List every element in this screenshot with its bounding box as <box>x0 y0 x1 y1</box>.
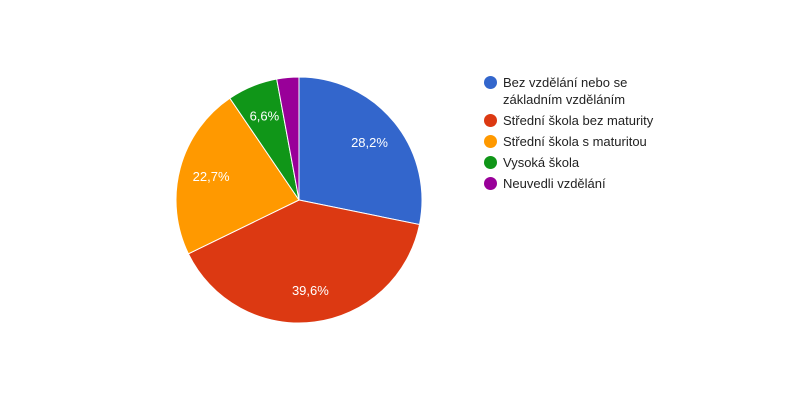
pie-slice-bez-vzdelani-nebo-se-zakladnim-vzdelanim[interactable] <box>298 76 423 226</box>
legend-item-bez-vzdelani-nebo-se-zakladnim-vzdelanim[interactable]: Bez vzdělání nebo se základním vzděláním <box>484 74 784 108</box>
pie-slice-stredni-skola-s-maturitou[interactable] <box>175 97 300 255</box>
legend-marker-icon <box>484 177 497 190</box>
legend-marker-icon <box>484 114 497 127</box>
pie-slices <box>175 76 423 324</box>
legend-item-vysoka-skola[interactable]: Vysoká škola <box>484 154 784 171</box>
chart-legend: Bez vzdělání nebo se základním vzděláním… <box>484 74 784 196</box>
legend-label: Bez vzdělání nebo se základním vzděláním <box>503 75 628 107</box>
legend-item-stredni-skola-bez-maturity[interactable]: Střední škola bez maturity <box>484 112 784 129</box>
slice-value-label: 28,2% <box>351 135 388 150</box>
pie-slice-neuvedli-vzdelani[interactable] <box>276 76 300 201</box>
slice-value-label: 22,7% <box>193 169 230 184</box>
slice-value-label: 39,6% <box>292 283 329 298</box>
legend-marker-icon <box>484 135 497 148</box>
slice-value-label: 6,6% <box>250 108 280 123</box>
legend-label: Vysoká škola <box>503 155 580 170</box>
legend-marker-icon <box>484 156 497 169</box>
legend-label: Neuvedli vzdělání <box>503 176 606 191</box>
legend-label: Střední škola s maturitou <box>503 134 647 149</box>
legend-label: Střední škola bez maturity <box>503 113 654 128</box>
pie-slice-stredni-skola-bez-maturity[interactable] <box>187 199 421 324</box>
legend-item-neuvedli-vzdelani[interactable]: Neuvedli vzdělání <box>484 175 784 192</box>
pie-slice-labels: 28,2% 39,6% 22,7% 6,6% <box>193 108 389 297</box>
legend-item-stredni-skola-s-maturitou[interactable]: Střední škola s maturitou <box>484 133 784 150</box>
legend-marker-icon <box>484 76 497 89</box>
